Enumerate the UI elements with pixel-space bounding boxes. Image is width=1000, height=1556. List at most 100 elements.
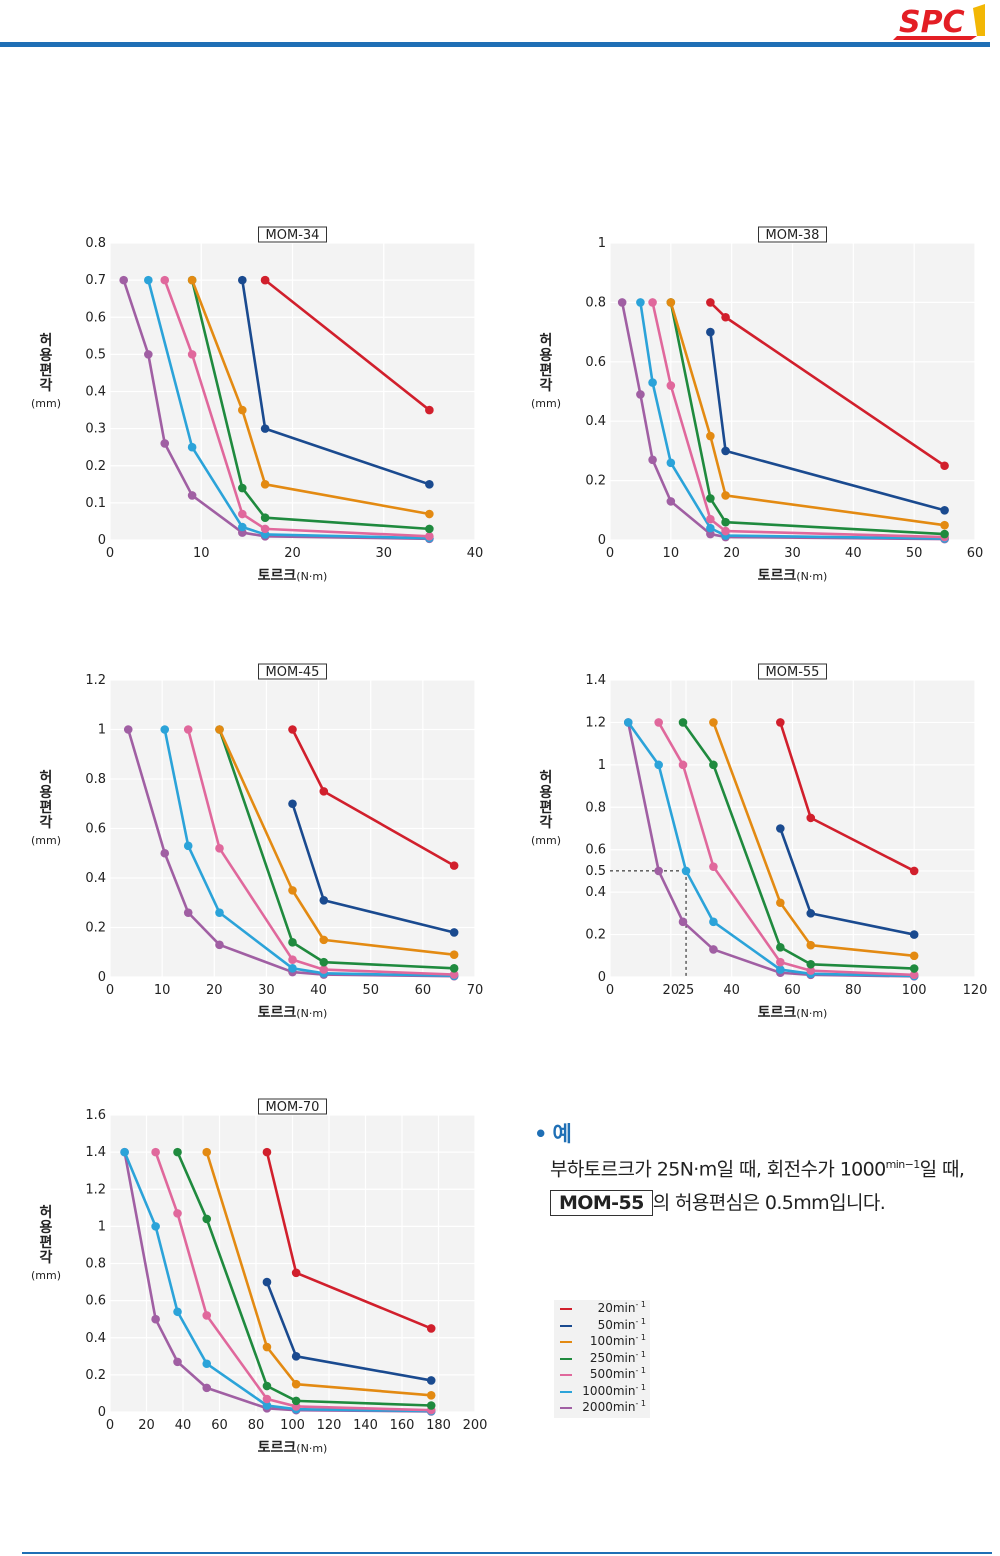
y-axis-label-char: 허 [540, 769, 553, 786]
series-line-100min [669, 302, 945, 527]
data-point [623, 718, 633, 727]
legend-swatch [560, 1324, 572, 1327]
data-point [215, 725, 224, 734]
logo-text: SPC [899, 5, 965, 40]
x-tick-label: 20 [284, 546, 301, 561]
data-point [776, 718, 785, 727]
legend-label: 20min- 1 [598, 1300, 646, 1315]
chart-title-box [258, 226, 327, 243]
x-tick-label: 50 [362, 983, 379, 998]
data-point [260, 513, 270, 523]
data-point [940, 461, 949, 471]
example-line-1: 부하토르크가 25N·m일 때, 회전수가 1000min−1일 때, [550, 1148, 994, 1186]
data-point [678, 760, 688, 770]
x-tick-label: 60 [967, 546, 984, 561]
legend-item: 50min- 1 [554, 1317, 650, 1334]
chart-title: MOM-70 [266, 1100, 320, 1115]
legend-label-sup: - 1 [635, 1300, 646, 1309]
y-axis-label-unit: (mm) [31, 1269, 61, 1282]
series-line-250min [669, 302, 945, 536]
y-tick-label: 1 [598, 236, 606, 251]
data-point [709, 917, 718, 927]
y-axis-label-char: 편 [540, 362, 553, 379]
data-point [288, 955, 297, 964]
spc-logo: SPC [893, 4, 985, 40]
data-point [291, 1352, 301, 1361]
data-point [187, 275, 197, 285]
data-point [776, 824, 785, 833]
data-point [806, 940, 816, 950]
legend-label: 250min- 1 [590, 1350, 646, 1365]
example-bullet: • [534, 1122, 548, 1146]
x-tick-label: 40 [845, 546, 862, 561]
x-tick-label: 140 [353, 1418, 378, 1433]
data-point [215, 844, 224, 853]
chart-title: MOM-34 [266, 228, 320, 243]
x-tick-label: 0 [106, 546, 114, 561]
y-tick-label: 0.5 [585, 864, 606, 879]
legend-label: 1000min- 1 [582, 1383, 646, 1398]
data-point [215, 940, 224, 950]
y-axis-label-char: 편 [540, 799, 553, 816]
legend-label: 100min- 1 [590, 1333, 646, 1348]
data-point [721, 446, 730, 456]
legend-label-text: 100min [589, 1334, 636, 1348]
y-axis-label-char: 각 [40, 1249, 53, 1266]
data-point [449, 861, 459, 870]
data-point [426, 1401, 436, 1410]
legend-swatch [560, 1341, 572, 1343]
x-tick-label: 0 [106, 1418, 114, 1433]
y-axis-label-char: 각 [40, 377, 53, 394]
x-tick-label: 40 [723, 983, 740, 998]
data-point [425, 531, 434, 541]
example-heading: • 예 [534, 1118, 994, 1148]
legend-swatch [560, 1308, 572, 1310]
legend-item: 500min- 1 [554, 1366, 650, 1383]
data-point [706, 514, 715, 524]
data-point [449, 970, 459, 979]
x-tick-label: 40 [175, 1418, 192, 1433]
data-point [144, 275, 153, 285]
data-point [654, 718, 663, 727]
data-point [909, 951, 919, 961]
example-line-1-sup: min−1 [885, 1158, 921, 1171]
data-point [940, 529, 949, 539]
series-line-500min [657, 721, 915, 977]
data-point [706, 494, 715, 503]
data-point [202, 1311, 212, 1320]
y-tick-label: 0.6 [85, 310, 106, 325]
data-point [319, 965, 329, 974]
legend-label: 50min- 1 [598, 1317, 646, 1332]
data-point [709, 718, 718, 727]
legend-swatch [560, 1357, 572, 1360]
data-point [160, 439, 170, 448]
chart-title-box [758, 226, 827, 243]
chart-title-box [758, 663, 827, 680]
y-tick-label: 0 [598, 533, 606, 548]
y-tick-label: 0.2 [585, 474, 606, 489]
data-point [288, 725, 297, 734]
y-axis-label-char: 허 [540, 332, 553, 349]
data-point [776, 957, 785, 967]
legend-label-sup: - 1 [635, 1366, 646, 1375]
data-point [909, 964, 919, 973]
x-tick-label: 50 [906, 546, 923, 561]
legend-label-sup: - 1 [635, 1382, 646, 1392]
x-tick-label: 10 [154, 983, 171, 998]
legend-label: 500min- 1 [590, 1366, 646, 1381]
y-tick-label: 0.4 [585, 414, 606, 429]
data-point [260, 480, 270, 489]
data-point [288, 964, 297, 973]
data-point [151, 1147, 160, 1157]
legend-label: 2000min- 1 [582, 1399, 646, 1414]
data-point [449, 964, 459, 973]
x-tick-label: 10 [663, 546, 680, 561]
y-axis-label-char: 용 [40, 785, 53, 801]
example-model-box: MOM-55 [550, 1190, 653, 1217]
series-line-20min [264, 279, 431, 412]
x-tick-label: 40 [310, 983, 327, 998]
data-point [120, 1147, 129, 1157]
data-point [654, 866, 663, 876]
x-tick-label: 120 [963, 983, 988, 998]
